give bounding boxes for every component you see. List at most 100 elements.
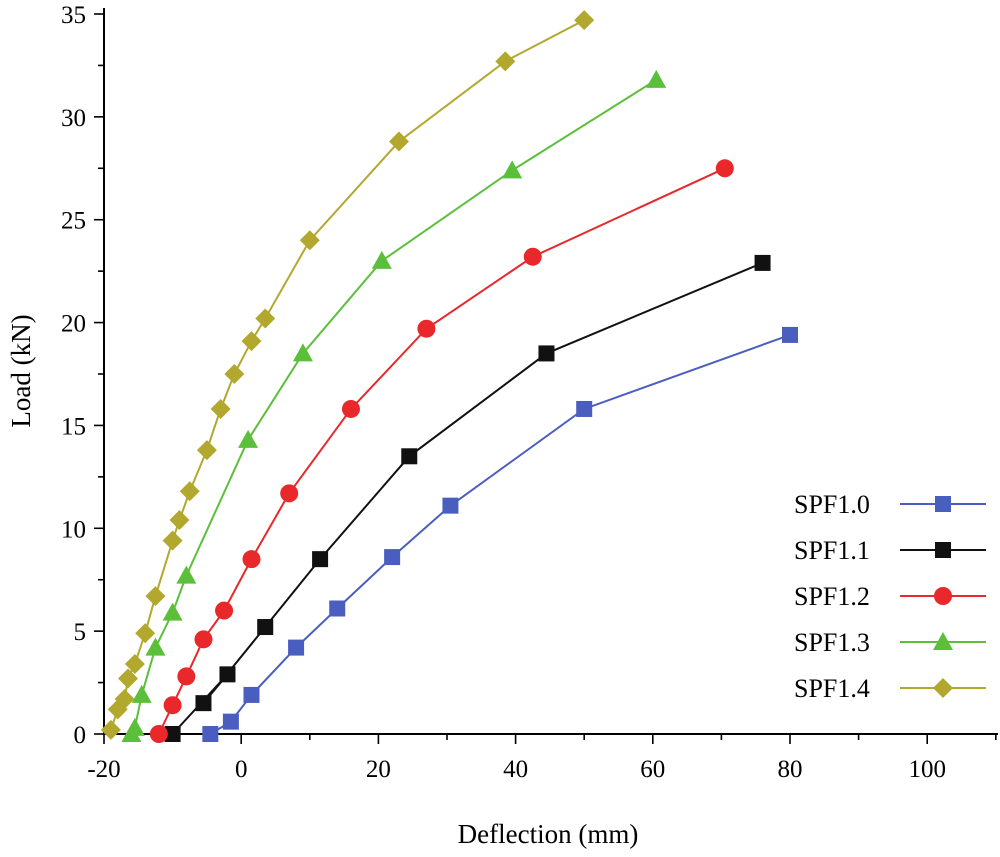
legend-item: SPF1.4 <box>794 674 986 703</box>
data-point <box>162 530 183 551</box>
data-point <box>523 247 542 266</box>
data-point <box>176 565 197 584</box>
x-tick-label: 100 <box>908 756 946 783</box>
data-point <box>329 600 346 617</box>
legend-marker <box>933 678 953 698</box>
data-point <box>114 689 135 710</box>
data-point <box>145 586 166 607</box>
tick-marks <box>94 13 997 744</box>
series-line <box>171 261 763 735</box>
data-point <box>242 550 261 569</box>
series-spf1-3 <box>121 69 667 742</box>
legend-marker <box>935 496 951 512</box>
data-point <box>163 696 182 715</box>
y-tick-label: 30 <box>61 105 86 132</box>
legend-item: SPF1.0 <box>794 490 986 519</box>
data-point <box>782 326 798 343</box>
y-tick-label: 20 <box>61 311 86 338</box>
data-point <box>210 398 231 419</box>
data-point <box>292 343 313 362</box>
x-tick-label: 20 <box>366 756 391 783</box>
data-point <box>371 250 392 269</box>
data-point <box>574 10 595 31</box>
series-line <box>109 19 585 731</box>
data-point <box>145 637 166 656</box>
data-point <box>388 131 409 152</box>
y-tick-label: 15 <box>61 413 86 440</box>
data-point <box>538 345 555 362</box>
x-tick-label: 40 <box>503 756 528 783</box>
y-tick-label: 35 <box>61 2 86 29</box>
data-point <box>177 667 196 686</box>
data-point <box>215 601 234 620</box>
series-line <box>209 333 791 735</box>
data-point <box>194 630 213 649</box>
data-point <box>131 684 152 703</box>
legend-marker <box>934 587 952 605</box>
legend-marker <box>935 542 951 558</box>
data-point <box>224 364 245 384</box>
data-point <box>442 497 459 514</box>
legend-item: SPF1.3 <box>794 628 986 657</box>
data-point <box>715 159 734 178</box>
series-layer <box>100 10 798 743</box>
data-point <box>118 668 139 689</box>
data-point <box>195 695 212 712</box>
data-point <box>312 551 329 568</box>
series-spf1-0 <box>202 326 798 742</box>
data-point <box>124 654 145 675</box>
data-point <box>202 726 219 742</box>
data-point <box>299 230 320 251</box>
x-tick-label: 80 <box>778 756 803 783</box>
data-point <box>164 726 181 742</box>
data-point <box>124 717 145 736</box>
data-point <box>255 308 276 329</box>
x-tick-label: 0 <box>235 756 248 783</box>
legend-label: SPF1.4 <box>794 674 870 703</box>
data-point <box>280 484 299 503</box>
data-point <box>162 602 183 621</box>
legend-label: SPF1.0 <box>794 490 870 519</box>
x-tick-label: 60 <box>640 756 665 783</box>
data-point <box>502 160 523 179</box>
legend-label: SPF1.2 <box>794 582 870 611</box>
data-point <box>196 440 217 461</box>
y-tick-label: 0 <box>74 722 87 749</box>
y-tick-label: 10 <box>61 516 86 543</box>
data-point <box>417 319 436 338</box>
data-point <box>646 69 667 88</box>
data-point <box>219 666 236 683</box>
x-axis-title: Deflection (mm) <box>458 819 639 849</box>
series-spf1-2 <box>149 159 734 743</box>
data-point <box>288 639 305 656</box>
data-point <box>576 400 593 417</box>
data-point <box>341 399 360 418</box>
legend: SPF1.0 SPF1.1 SPF1.2 SPF1.3 SPF1.4 <box>794 490 986 703</box>
legend-item: SPF1.1 <box>794 536 986 565</box>
y-tick-label: 5 <box>74 619 87 646</box>
data-point <box>241 331 262 352</box>
legend-label: SPF1.3 <box>794 628 870 657</box>
data-point <box>179 481 200 502</box>
y-tick-label: 25 <box>61 208 86 235</box>
x-tick-label: -20 <box>87 756 120 783</box>
series-spf1-1 <box>164 254 771 742</box>
data-point <box>495 51 516 72</box>
data-point <box>243 686 260 703</box>
y-axis-title: Load (kN) <box>6 314 36 427</box>
data-point <box>135 623 156 644</box>
data-point <box>238 429 259 448</box>
series-spf1-4 <box>100 10 595 740</box>
legend-label: SPF1.1 <box>794 536 870 565</box>
axes <box>103 8 998 735</box>
data-point <box>149 725 168 743</box>
data-point <box>222 713 239 730</box>
legend-marker <box>933 632 953 650</box>
data-point <box>100 719 121 740</box>
data-point <box>754 254 771 271</box>
data-point <box>169 510 190 531</box>
legend-item: SPF1.2 <box>794 582 986 611</box>
data-point <box>384 549 401 566</box>
